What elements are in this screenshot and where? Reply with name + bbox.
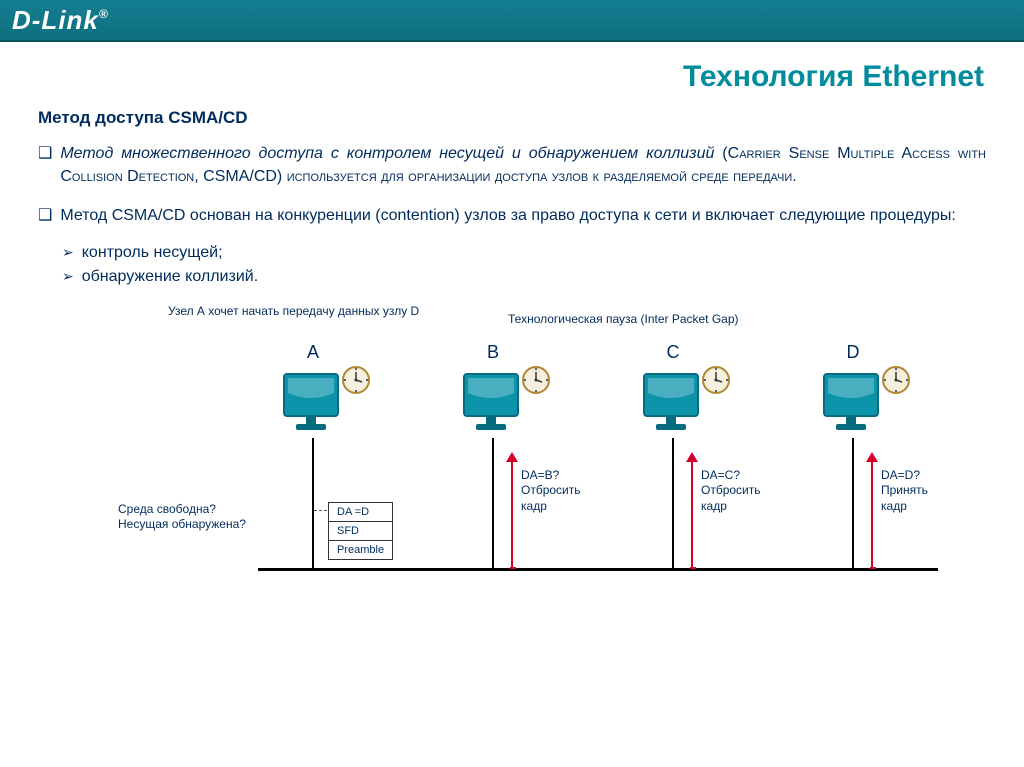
- arrow-head-icon: [866, 452, 878, 462]
- para2: ❑ Метод CSMA/CD основан на конкуренции (…: [38, 204, 986, 227]
- monitor-icon: [638, 368, 708, 438]
- arrow-head-icon: [506, 452, 518, 462]
- para1-lead: Метод множественного доступа с контролем…: [60, 145, 714, 162]
- node-label-D: D: [843, 342, 863, 363]
- bus-line: [258, 568, 938, 571]
- arrow-foot: [510, 567, 516, 569]
- sub-item: ➢ обнаружение коллизий.: [62, 268, 986, 286]
- para1-text: Метод множественного доступа с контролем…: [60, 142, 986, 188]
- para1: ❑ Метод множественного доступа с контрол…: [38, 142, 986, 188]
- arrow-foot: [690, 567, 696, 569]
- clock-icon: [521, 365, 551, 395]
- annot-top-right: Технологическая пауза (Inter Packet Gap): [508, 312, 858, 328]
- frame-cell: SFD: [329, 521, 393, 540]
- bullet-icon: ❑: [38, 142, 52, 165]
- logo-text: D-Link: [12, 5, 99, 35]
- drop-line: [852, 438, 854, 568]
- content: Метод доступа CSMA/CD ❑ Метод множествен…: [0, 104, 1024, 600]
- csma-diagram: Узел А хочет начать передачу данных узлу…: [38, 300, 978, 600]
- clock-icon: [701, 365, 731, 395]
- frame-cell: DA =D: [329, 502, 393, 521]
- slide-title: Технология Ethernet: [0, 42, 1024, 104]
- arrow-shaft: [511, 460, 513, 568]
- para2-text: Метод CSMA/CD основан на конкуренции (co…: [60, 204, 956, 227]
- node-label-A: A: [303, 342, 323, 363]
- arrow-icon: ➢: [62, 268, 74, 285]
- node-label-C: C: [663, 342, 683, 363]
- sub-item-text: контроль несущей;: [82, 244, 223, 262]
- frame-table: DA =DSFDPreamble: [328, 502, 393, 560]
- arrow-icon: ➢: [62, 244, 74, 261]
- arrow-head-icon: [686, 452, 698, 462]
- sub-list: ➢ контроль несущей; ➢ обнаружение коллиз…: [62, 244, 986, 286]
- monitor-icon: [278, 368, 348, 438]
- logo-reg: ®: [99, 7, 109, 21]
- drop-line: [672, 438, 674, 568]
- clock-icon: [341, 365, 371, 395]
- logo: D-Link®: [12, 5, 109, 36]
- node-annot-D: DA=D?Принятькадр: [881, 468, 971, 515]
- bullet-icon: ❑: [38, 204, 52, 227]
- header-bar: D-Link®: [0, 0, 1024, 42]
- node-label-B: B: [483, 342, 503, 363]
- annot-top-left: Узел А хочет начать передачу данных узлу…: [168, 304, 498, 320]
- arrow-shaft: [691, 460, 693, 568]
- arrow-foot: [870, 567, 876, 569]
- node-annot-C: DA=C?Отброситькадр: [701, 468, 791, 515]
- drop-line: [312, 438, 314, 568]
- sub-item: ➢ контроль несущей;: [62, 244, 986, 262]
- drop-line: [492, 438, 494, 568]
- sub-item-text: обнаружение коллизий.: [82, 268, 258, 286]
- clock-icon: [881, 365, 911, 395]
- arrow-shaft: [871, 460, 873, 568]
- monitor-icon: [458, 368, 528, 438]
- frame-cell: Preamble: [329, 540, 393, 559]
- carrier-sense-annot: Среда свободна?Несущая обнаружена?: [118, 502, 298, 533]
- node-annot-B: DA=B?Отброситькадр: [521, 468, 611, 515]
- subtitle: Метод доступа CSMA/CD: [38, 108, 986, 128]
- frame-connector: [314, 510, 327, 511]
- monitor-icon: [818, 368, 888, 438]
